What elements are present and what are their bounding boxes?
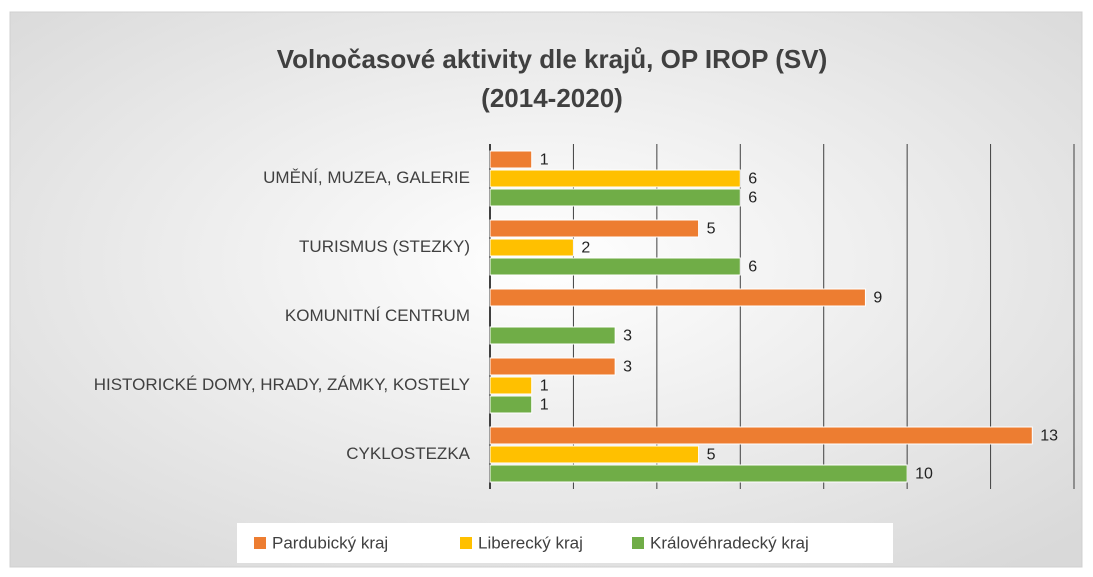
bar bbox=[489, 464, 908, 483]
bar bbox=[489, 188, 741, 207]
y-tick-label: HISTORICKÉ DOMY, HRADY, ZÁMKY, KOSTELY bbox=[94, 375, 470, 394]
data-label: 2 bbox=[581, 240, 590, 257]
y-tick-label: UMĚNÍ, MUZEA, GALERIE bbox=[263, 168, 470, 187]
bar bbox=[489, 169, 741, 188]
data-label: 1 bbox=[540, 397, 549, 414]
chart-subtitle: (2014-2020) bbox=[481, 83, 623, 113]
data-label: 3 bbox=[623, 359, 632, 376]
bar bbox=[489, 445, 700, 464]
bar bbox=[489, 150, 533, 169]
legend-swatch bbox=[460, 537, 472, 549]
chart-title: Volnočasové aktivity dle krajů, OP IROP … bbox=[277, 44, 828, 74]
y-tick-label: KOMUNITNÍ CENTRUM bbox=[285, 306, 470, 325]
data-label: 6 bbox=[748, 190, 757, 207]
legend-box bbox=[237, 523, 893, 563]
bar bbox=[489, 376, 533, 395]
y-tick-label: TURISMUS (STEZKY) bbox=[299, 237, 470, 256]
data-label: 1 bbox=[540, 152, 549, 169]
data-label: 10 bbox=[915, 466, 933, 483]
data-label: 9 bbox=[873, 290, 882, 307]
bar bbox=[489, 257, 741, 276]
legend-label: Pardubický kraj bbox=[272, 533, 388, 552]
data-label: 6 bbox=[748, 259, 757, 276]
bar bbox=[489, 219, 700, 238]
bar bbox=[489, 326, 616, 345]
bar bbox=[489, 395, 533, 414]
legend-swatch bbox=[632, 537, 644, 549]
legend-swatch bbox=[254, 537, 266, 549]
data-label: 3 bbox=[623, 328, 632, 345]
legend-label: Královéhradecký kraj bbox=[650, 533, 809, 552]
y-tick-label: CYKLOSTEZKA bbox=[346, 444, 470, 463]
data-label: 5 bbox=[707, 221, 716, 238]
data-label: 6 bbox=[748, 171, 757, 188]
data-label: 1 bbox=[540, 378, 549, 395]
bar bbox=[489, 357, 616, 376]
bar bbox=[489, 426, 1033, 445]
legend-label: Liberecký kraj bbox=[478, 533, 583, 552]
data-label: 5 bbox=[707, 447, 716, 464]
bar bbox=[489, 288, 866, 307]
bar bbox=[489, 238, 574, 257]
data-label: 13 bbox=[1040, 428, 1058, 445]
